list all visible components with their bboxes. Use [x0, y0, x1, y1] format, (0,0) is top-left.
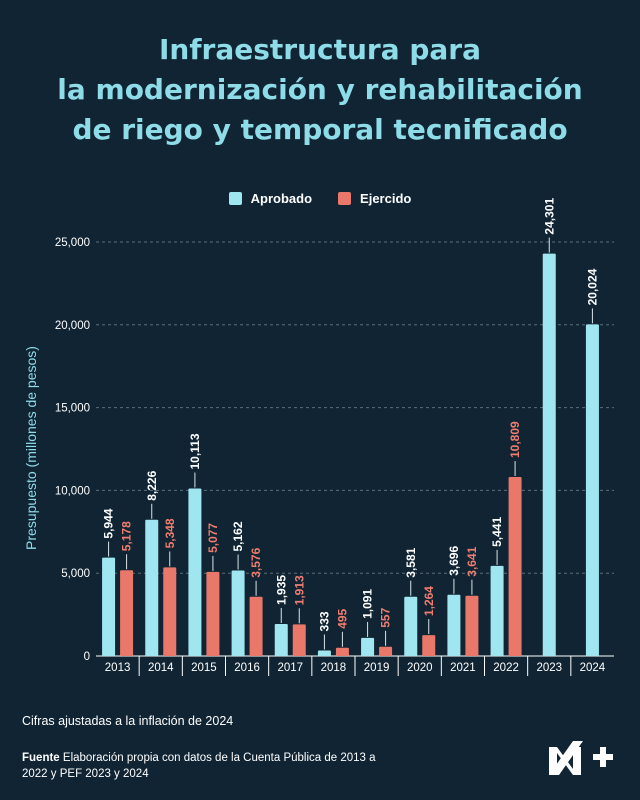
spent-bar — [335, 647, 349, 656]
title-line-3: de riego y temporal tecnificado — [72, 113, 568, 146]
x-tick-label: 2023 — [536, 662, 562, 674]
spent-bar — [465, 595, 479, 656]
spent-data-label: 5,348 — [163, 518, 177, 548]
spent-data-label: 5,178 — [120, 521, 134, 551]
approved-data-label: 5,162 — [231, 521, 245, 551]
approved-data-label: 8,226 — [145, 470, 159, 500]
x-tick-label: 2015 — [191, 662, 217, 674]
approved-bar — [585, 324, 599, 656]
spent-data-label: 557 — [379, 607, 393, 627]
y-tick-label: 20,000 — [55, 320, 90, 332]
x-tick-label: 2021 — [450, 662, 476, 674]
spent-data-label: 3,641 — [465, 546, 479, 576]
approved-bar — [188, 488, 202, 656]
footnote: Cifras ajustadas a la inflación de 2024 — [22, 714, 234, 728]
approved-data-label: 1,091 — [361, 589, 375, 619]
approved-bar — [145, 519, 159, 656]
n-plus-logo-icon — [549, 741, 613, 775]
approved-data-label: 1,935 — [274, 575, 288, 605]
x-tick-label: 2014 — [148, 662, 174, 674]
spent-data-label: 10,809 — [508, 421, 522, 458]
y-tick-label: 15,000 — [55, 403, 90, 415]
legend-label-spent: Ejercido — [360, 191, 412, 206]
source-note: Fuente Elaboración propia con datos de l… — [22, 750, 402, 782]
legend: Aprobado Ejercido — [0, 191, 640, 206]
approved-bar — [317, 650, 331, 656]
spent-data-label: 3,576 — [249, 547, 263, 577]
approved-bar — [274, 623, 288, 656]
spent-bar — [249, 596, 263, 656]
bar-chart: 0 5,000 10,000 15,000 20,000 25,000 Presupuest… — [23, 198, 614, 676]
approved-data-label: 3,696 — [447, 545, 461, 575]
approved-data-label: 24,301 — [542, 198, 556, 235]
x-tick-label: 2013 — [105, 662, 131, 674]
approved-bar — [542, 253, 556, 656]
title-line-2: la modernización y rehabilitación — [57, 73, 583, 106]
title-line-1: Infraestructura para — [158, 33, 482, 66]
legend-swatch-spent — [338, 192, 352, 205]
spent-bar — [206, 571, 220, 656]
y-tick-label: 5,000 — [61, 568, 90, 580]
approved-bar — [102, 557, 116, 656]
spent-bar — [120, 570, 134, 656]
spent-bar — [292, 624, 306, 656]
approved-data-label: 333 — [317, 611, 331, 631]
approved-data-label: 20,024 — [585, 268, 599, 305]
x-tick-label: 2022 — [493, 662, 519, 674]
y-tick-label: 25,000 — [55, 237, 90, 249]
approved-data-label: 5,944 — [102, 508, 116, 538]
y-tick-label: 0 — [84, 651, 90, 663]
spent-data-label: 1,913 — [292, 575, 306, 605]
approved-data-label: 3,581 — [404, 547, 418, 577]
approved-bar — [404, 596, 418, 656]
x-tick-label: 2018 — [321, 662, 347, 674]
legend-item-approved: Aprobado — [228, 191, 313, 206]
spent-bar — [379, 646, 393, 656]
x-tick-label: 2017 — [277, 662, 303, 674]
source-label: Fuente — [22, 752, 60, 764]
approved-bar — [361, 637, 375, 656]
spent-data-label: 495 — [335, 608, 349, 628]
approved-data-label: 10,113 — [188, 433, 202, 469]
approved-bar — [231, 570, 245, 656]
legend-label-approved: Aprobado — [250, 191, 313, 206]
y-axis-label: Presupuesto (millones de pesos) — [23, 346, 39, 550]
y-tick-label: 10,000 — [55, 485, 90, 497]
spent-bar — [163, 567, 177, 656]
spent-bar — [508, 477, 522, 656]
source-text: Elaboración propia con datos de la Cuent… — [22, 752, 376, 780]
chart-title: Infraestructura para la modernización y … — [0, 30, 640, 150]
legend-item-spent: Ejercido — [338, 191, 411, 206]
x-tick-label: 2016 — [234, 662, 260, 674]
x-tick-label: 2019 — [364, 662, 390, 674]
x-tick-label: 2024 — [580, 662, 606, 674]
x-tick-label: 2020 — [407, 662, 433, 674]
spent-bar — [422, 635, 436, 656]
approved-data-label: 5,441 — [490, 517, 504, 547]
spent-data-label: 1,264 — [422, 586, 436, 616]
legend-swatch-approved — [228, 192, 242, 205]
approved-bar — [447, 594, 461, 656]
spent-data-label: 5,077 — [206, 523, 220, 553]
approved-bar — [490, 565, 504, 656]
